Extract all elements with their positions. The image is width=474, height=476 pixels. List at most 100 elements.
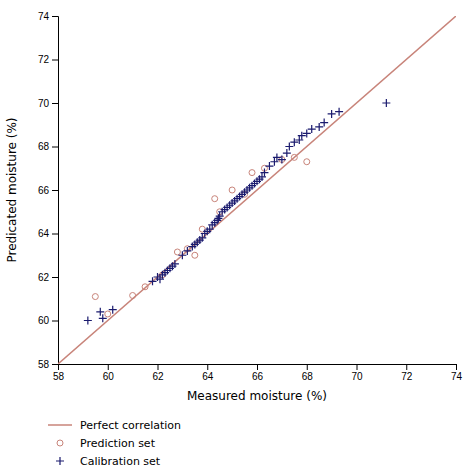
circle-point	[130, 292, 136, 298]
tick: 66	[252, 364, 264, 382]
plus-point	[320, 119, 328, 127]
circle-point	[142, 284, 148, 290]
plus-point	[290, 138, 298, 146]
tick-mark	[52, 234, 58, 235]
tick: 68	[38, 141, 58, 152]
legend-item: Prediction set	[57, 437, 156, 450]
tick: 70	[38, 98, 58, 109]
tick-mark	[52, 147, 58, 148]
tick-label: 72	[401, 371, 413, 382]
tick-label: 68	[302, 371, 314, 382]
plus-point	[265, 162, 273, 170]
tick: 70	[351, 364, 363, 382]
tick: 60	[103, 364, 115, 382]
marks	[58, 16, 456, 364]
tick: 60	[38, 315, 58, 326]
circle-point	[291, 154, 297, 160]
circle-point	[304, 159, 310, 165]
legend-swatch	[48, 424, 72, 426]
tick: 58	[53, 364, 65, 382]
tick-mark	[52, 277, 58, 278]
tick-mark	[456, 364, 457, 370]
legend-item: Calibration set	[56, 455, 161, 468]
tick-label: 60	[38, 315, 50, 326]
tick-mark	[158, 364, 159, 370]
legend-label: Perfect correlation	[80, 419, 181, 432]
series	[58, 16, 456, 364]
x-axis: 58 60 62 64 66 68 70 72 74	[53, 364, 463, 382]
tick: 66	[38, 185, 58, 196]
tick-mark	[257, 364, 258, 370]
circle-point	[212, 196, 218, 202]
legend: Perfect correlation Prediction set Calibra…	[48, 419, 181, 468]
tick-mark	[52, 60, 58, 61]
circle-point	[229, 187, 235, 193]
tick-label: 72	[38, 54, 50, 65]
tick: 62	[152, 364, 164, 382]
plus-point	[328, 110, 336, 118]
tick: 72	[38, 54, 58, 65]
tick-label: 70	[351, 371, 363, 382]
tick-mark	[207, 364, 208, 370]
tick: 62	[38, 272, 58, 283]
tick: 64	[202, 364, 214, 382]
plus-point	[308, 125, 316, 133]
tick-label: 62	[38, 272, 50, 283]
circle-point	[249, 170, 255, 176]
y-axis-title: Predicated moisture (%)	[5, 117, 19, 262]
tick-label: 58	[38, 359, 50, 370]
plus-point	[382, 99, 390, 107]
plus-point	[84, 317, 92, 325]
tick-mark	[307, 364, 308, 370]
plus-point	[214, 214, 222, 222]
plus-point	[315, 123, 323, 131]
tick-mark	[406, 364, 407, 370]
tick: 58	[38, 359, 58, 370]
plus-point	[183, 247, 191, 255]
plus-point	[171, 260, 179, 268]
legend-label: Prediction set	[80, 437, 156, 450]
plus-point	[278, 156, 286, 164]
tick: 74	[451, 364, 463, 382]
circle-point	[105, 311, 111, 317]
tick-label: 64	[202, 371, 214, 382]
legend-label: Calibration set	[80, 455, 161, 468]
series	[84, 99, 391, 325]
tick-label: 66	[252, 371, 264, 382]
tick-label: 64	[38, 228, 50, 239]
tick-mark	[52, 364, 58, 365]
tick-mark	[52, 103, 58, 104]
y-axis: 58 60 62 64 66 68 70 72 74	[38, 11, 59, 370]
x-axis-line	[59, 365, 457, 371]
tick-mark	[357, 364, 358, 370]
legend-swatch	[56, 457, 64, 465]
plus-point	[298, 132, 306, 140]
circle-point	[192, 252, 198, 258]
tick-label: 68	[38, 141, 50, 152]
tick-label: 74	[451, 371, 463, 382]
tick-mark	[108, 364, 109, 370]
tick-label: 62	[152, 371, 164, 382]
plus-point	[285, 143, 293, 151]
plot: 58 60 62 64 66 68 70 72 74 58 60 62 64 66 68 70 72 74 Meas…	[5, 11, 462, 403]
y-axis-line	[52, 17, 59, 365]
legend-swatch	[57, 440, 63, 446]
tick: 74	[38, 11, 58, 22]
line	[58, 16, 456, 364]
chart: 58 60 62 64 66 68 70 72 74 58 60 62 64 66 68 70 72 74 Meas…	[0, 0, 474, 476]
plus-point	[178, 251, 186, 259]
circle-point	[174, 249, 180, 255]
tick-label: 74	[38, 11, 50, 22]
plus-point	[303, 129, 311, 137]
tick-label: 66	[38, 185, 50, 196]
tick-label: 58	[53, 371, 65, 382]
tick-label: 60	[103, 371, 115, 382]
tick: 72	[401, 364, 413, 382]
circle-point	[92, 294, 98, 300]
x-axis-title: Measured moisture (%)	[187, 389, 327, 403]
plus-point	[273, 153, 281, 161]
tick: 64	[38, 228, 58, 239]
tick-label: 70	[38, 98, 50, 109]
plus-point	[99, 314, 107, 322]
tick-mark	[52, 321, 58, 322]
